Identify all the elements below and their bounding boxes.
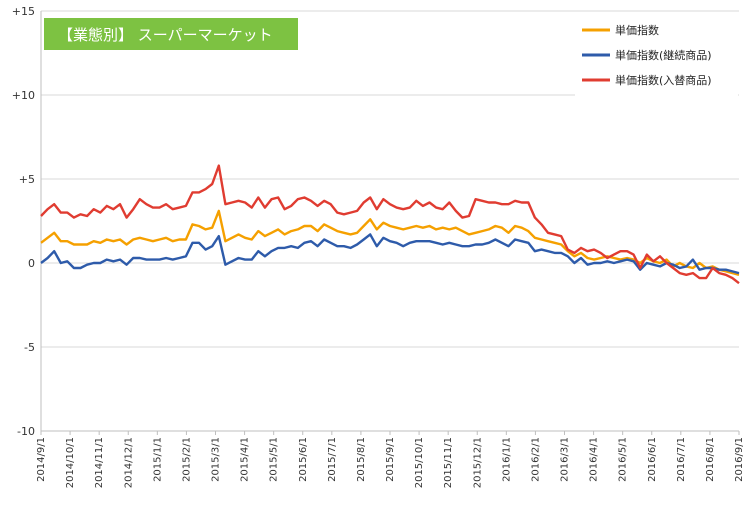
legend-label: 単価指数(入替商品) (615, 73, 712, 87)
x-tick-label: 2015/2/1 (181, 437, 192, 482)
y-tick-label: 0 (28, 257, 35, 270)
series-line-1 (40, 233, 740, 275)
x-tick-label: 2015/3/1 (211, 437, 222, 482)
x-tick-label: 2015/8/1 (356, 437, 367, 482)
series-line-0 (40, 209, 740, 276)
x-tick-label: 2015/7/1 (327, 437, 338, 482)
x-tick-label: 2015/6/1 (298, 437, 309, 482)
x-tick-label: 2015/10/1 (414, 437, 425, 488)
x-tick-label: 2016/7/1 (676, 437, 687, 482)
legend-label: 単価指数(継続商品) (615, 48, 712, 62)
y-tick-label: +15 (12, 5, 35, 18)
x-tick-label: 2016/8/1 (705, 437, 716, 482)
x-tick-label: 2014/9/1 (36, 437, 47, 482)
series-line-2 (40, 164, 740, 285)
legend-label: 単価指数 (615, 23, 659, 37)
x-tick-label: 2014/10/1 (65, 437, 76, 488)
chart-title-background (44, 18, 298, 50)
x-tick-label: 2016/6/1 (647, 437, 658, 482)
y-tick-label: +5 (19, 173, 35, 186)
x-tick-label: 2015/1/1 (152, 437, 163, 482)
series-lines (40, 164, 740, 285)
x-tick-label: 2015/12/1 (472, 437, 483, 488)
y-tick-label: -10 (17, 425, 35, 438)
x-tick-label: 2015/11/1 (443, 437, 454, 488)
y-axis-ticks: +15 +10 +5 0 -5 -10 (12, 5, 35, 438)
x-tick-label: 2016/2/1 (530, 437, 541, 482)
x-tick-label: 2014/11/1 (94, 437, 105, 488)
x-tick-label: 2015/9/1 (385, 437, 396, 482)
y-tick-label: +10 (12, 89, 35, 102)
x-axis-ticks: 2014/9/1 2014/10/1 2014/11/1 2014/12/1 2015/… (36, 431, 745, 488)
x-tick-label: 2015/4/1 (240, 437, 251, 482)
x-tick-label: 2016/9/1 (734, 437, 745, 482)
x-tick-label: 2016/5/1 (618, 437, 629, 482)
x-tick-label: 2016/4/1 (589, 437, 600, 482)
x-tick-label: 2016/1/1 (501, 437, 512, 482)
x-tick-label: 2014/12/1 (123, 437, 134, 488)
y-tick-label: -5 (24, 341, 35, 354)
x-tick-label: 2016/3/1 (560, 437, 571, 482)
x-tick-label: 2015/5/1 (269, 437, 280, 482)
chart-title-text: 【業態別】 スーパーマーケット (58, 26, 273, 44)
chart-title: 【業態別】 スーパーマーケット (44, 18, 298, 50)
